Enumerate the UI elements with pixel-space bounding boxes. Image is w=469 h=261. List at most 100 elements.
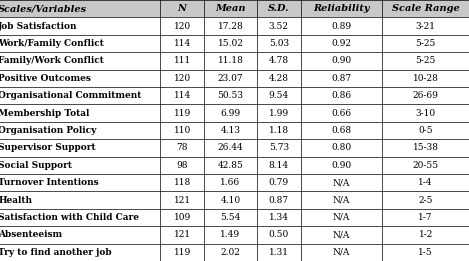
Text: 0.50: 0.50	[269, 230, 289, 239]
Text: N: N	[178, 4, 187, 13]
Text: Turnover Intentions: Turnover Intentions	[0, 178, 99, 187]
Text: 120: 120	[174, 22, 191, 31]
Text: 26-69: 26-69	[413, 91, 439, 100]
Text: Try to find another job: Try to find another job	[0, 248, 112, 257]
Text: 3-10: 3-10	[416, 109, 436, 118]
Bar	[0, 87, 469, 104]
Text: 0-5: 0-5	[418, 126, 433, 135]
Bar	[0, 70, 469, 87]
Text: 121: 121	[174, 195, 191, 205]
Text: N/A: N/A	[333, 248, 350, 257]
Text: 118: 118	[174, 178, 191, 187]
Bar	[0, 226, 469, 244]
Text: 0.68: 0.68	[332, 126, 351, 135]
Text: 4.28: 4.28	[269, 74, 289, 83]
Text: S.D.: S.D.	[268, 4, 289, 13]
Text: 0.90: 0.90	[332, 161, 351, 170]
Text: Reliability: Reliability	[313, 4, 370, 13]
Text: 1.49: 1.49	[220, 230, 241, 239]
Bar	[0, 244, 469, 261]
Text: 17.28: 17.28	[218, 22, 243, 31]
Text: 5-25: 5-25	[416, 56, 436, 66]
Text: Scales/Variables: Scales/Variables	[0, 4, 87, 13]
Bar	[0, 52, 469, 70]
Bar	[0, 35, 469, 52]
Text: 110: 110	[174, 126, 191, 135]
Text: 8.14: 8.14	[269, 161, 289, 170]
Text: 15.02: 15.02	[218, 39, 243, 48]
Text: 23.07: 23.07	[218, 74, 243, 83]
Text: Positive Outcomes: Positive Outcomes	[0, 74, 91, 83]
Bar	[0, 174, 469, 191]
Text: 0.66: 0.66	[332, 109, 351, 118]
Text: 98: 98	[176, 161, 188, 170]
Text: N/A: N/A	[333, 230, 350, 239]
Bar	[0, 191, 469, 209]
Text: Absenteeism: Absenteeism	[0, 230, 62, 239]
Bar	[0, 139, 469, 157]
Text: 0.87: 0.87	[269, 195, 289, 205]
Bar	[0, 17, 469, 35]
Text: 1.99: 1.99	[269, 109, 289, 118]
Text: 109: 109	[174, 213, 191, 222]
Text: 6.99: 6.99	[220, 109, 241, 118]
Text: 0.79: 0.79	[269, 178, 289, 187]
Text: 42.85: 42.85	[218, 161, 243, 170]
Text: Organisational Commitment: Organisational Commitment	[0, 91, 142, 100]
Text: Job Satisfaction: Job Satisfaction	[0, 22, 78, 31]
Text: 1.66: 1.66	[220, 178, 241, 187]
Text: Satisfaction with Child Care: Satisfaction with Child Care	[0, 213, 139, 222]
Text: Social Support: Social Support	[0, 161, 72, 170]
Text: 5.03: 5.03	[269, 39, 289, 48]
Bar	[0, 122, 469, 139]
Text: Work/Family Conflict: Work/Family Conflict	[0, 39, 104, 48]
Text: 0.90: 0.90	[332, 56, 351, 66]
Bar	[0, 209, 469, 226]
Text: 121: 121	[174, 230, 191, 239]
Text: N/A: N/A	[333, 195, 350, 205]
Text: 119: 119	[174, 248, 191, 257]
Text: 3.52: 3.52	[269, 22, 289, 31]
Text: 4.10: 4.10	[220, 195, 241, 205]
Text: 1.18: 1.18	[269, 126, 289, 135]
Text: 1.31: 1.31	[269, 248, 289, 257]
Text: Membership Total: Membership Total	[0, 109, 90, 118]
Text: 3-21: 3-21	[416, 22, 436, 31]
Text: N/A: N/A	[333, 213, 350, 222]
Text: 1-2: 1-2	[418, 230, 433, 239]
Bar	[0, 0, 469, 17]
Text: 1-7: 1-7	[418, 213, 433, 222]
Text: 9.54: 9.54	[269, 91, 289, 100]
Text: 5.54: 5.54	[220, 213, 241, 222]
Text: 1.34: 1.34	[269, 213, 289, 222]
Text: 0.89: 0.89	[332, 22, 351, 31]
Text: 0.92: 0.92	[332, 39, 351, 48]
Text: 0.87: 0.87	[332, 74, 351, 83]
Text: 26.44: 26.44	[218, 143, 243, 152]
Text: Family/Work Conflict: Family/Work Conflict	[0, 56, 104, 66]
Text: 11.18: 11.18	[218, 56, 243, 66]
Text: 2.02: 2.02	[220, 248, 241, 257]
Text: Mean: Mean	[215, 4, 246, 13]
Text: 2-5: 2-5	[418, 195, 433, 205]
Text: 120: 120	[174, 74, 191, 83]
Text: Supervisor Support: Supervisor Support	[0, 143, 96, 152]
Text: N/A: N/A	[333, 178, 350, 187]
Bar	[0, 157, 469, 174]
Text: 78: 78	[176, 143, 188, 152]
Text: 114: 114	[174, 39, 191, 48]
Text: 114: 114	[174, 91, 191, 100]
Text: 20-55: 20-55	[413, 161, 439, 170]
Text: 15-38: 15-38	[413, 143, 439, 152]
Text: 10-28: 10-28	[413, 74, 439, 83]
Text: Health: Health	[0, 195, 32, 205]
Text: Scale Range: Scale Range	[392, 4, 460, 13]
Text: 0.86: 0.86	[332, 91, 351, 100]
Bar	[0, 104, 469, 122]
Text: 4.78: 4.78	[269, 56, 289, 66]
Text: 0.80: 0.80	[332, 143, 351, 152]
Text: 4.13: 4.13	[220, 126, 241, 135]
Text: 119: 119	[174, 109, 191, 118]
Text: Organisation Policy: Organisation Policy	[0, 126, 97, 135]
Text: 5-25: 5-25	[416, 39, 436, 48]
